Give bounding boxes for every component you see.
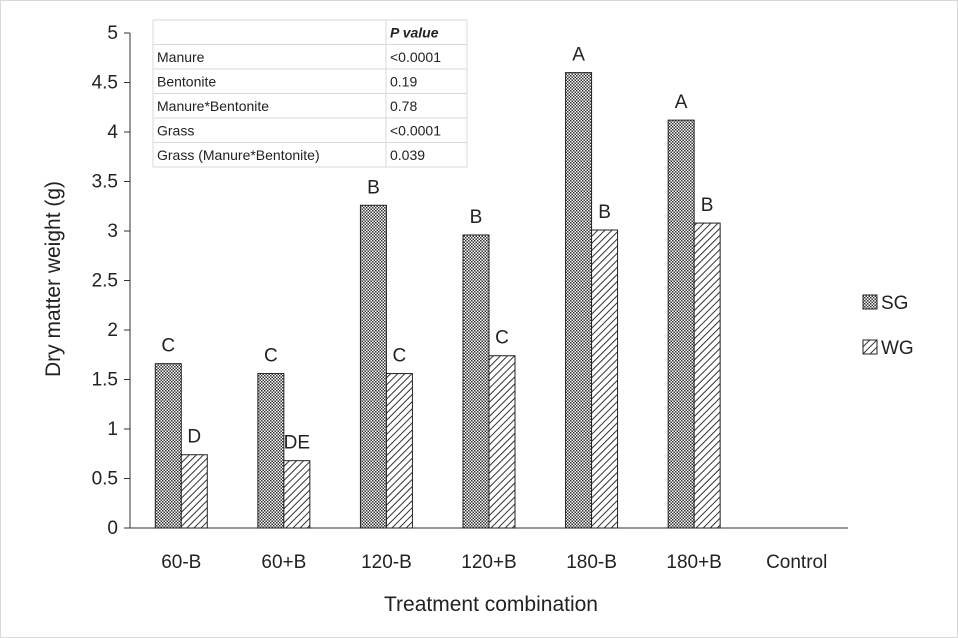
- y-tick-label: 3.5: [92, 172, 118, 193]
- bar-sg-60+B: [257, 373, 285, 529]
- table-factor-cell: Grass: [157, 123, 194, 139]
- table-factor-cell: Bentonite: [157, 74, 216, 90]
- legend-label-wg: WG: [881, 338, 914, 359]
- bar-wg-120+B: [488, 355, 516, 529]
- bar-sg-120-B: [359, 204, 387, 529]
- x-tick-label: 180+B: [666, 552, 721, 573]
- y-tick-label: 1: [107, 419, 118, 440]
- significance-letter: DE: [284, 433, 310, 454]
- table-p-cell: 0.19: [390, 74, 417, 90]
- y-axis-title: Dry matter weight (g): [42, 181, 65, 377]
- bars: [154, 72, 721, 529]
- x-axis-title: Treatment combination: [384, 593, 598, 616]
- x-tick-label: Control: [766, 552, 827, 573]
- significance-letter: A: [675, 92, 688, 113]
- y-tick-label: 2: [107, 320, 118, 341]
- table-header-p-value: P value: [390, 25, 439, 41]
- y-tick-label: 4.5: [92, 73, 118, 94]
- bar-sg-120+B: [462, 234, 490, 529]
- table-factor-cell: Grass (Manure*Bentonite): [157, 147, 320, 163]
- p-value-table: P value Manure <0.0001 Bentonite 0.19 Manure*…: [152, 19, 468, 168]
- bar-wg-60+B: [283, 460, 311, 529]
- bar-wg-120-B: [385, 373, 413, 529]
- x-tick-label: 180-B: [566, 552, 617, 573]
- significance-letter: C: [495, 328, 509, 349]
- significance-letter: C: [161, 336, 175, 357]
- significance-letters: C C B B A A D DE C C B B: [161, 45, 713, 454]
- bar-sg-180-B: [565, 72, 593, 529]
- bar-sg-180+B: [667, 119, 695, 529]
- y-tick-label: 4: [107, 122, 118, 143]
- bar-wg-180+B: [693, 222, 721, 529]
- legend-label-sg: SG: [881, 293, 908, 314]
- y-tick-label: 0: [107, 518, 118, 539]
- y-tick-label: 3: [107, 221, 118, 242]
- significance-letter: B: [367, 177, 380, 198]
- bar-wg-60-B: [180, 454, 208, 529]
- significance-letter: B: [598, 202, 611, 223]
- bar-wg-180-B: [591, 229, 619, 529]
- table-factor-cell: Manure*Bentonite: [157, 98, 269, 114]
- x-tick-label: 60+B: [261, 552, 306, 573]
- axes: 0 0.5 1 1.5 2 2.5 3 3.5 4 4.5 5 60-B 60+B 120-B 120+B 1…: [92, 23, 848, 573]
- legend-swatch-wg: [862, 339, 878, 355]
- significance-letter: C: [393, 346, 407, 367]
- significance-letter: B: [470, 207, 483, 228]
- table-p-cell: <0.0001: [390, 49, 441, 65]
- x-tick-label: 120-B: [361, 552, 412, 573]
- table-p-cell: 0.039: [390, 147, 425, 163]
- bar-sg-60-B: [154, 363, 182, 529]
- legend: SG WG: [862, 293, 914, 359]
- y-tick-label: 2.5: [92, 271, 118, 292]
- legend-swatch-sg: [862, 294, 878, 310]
- table-p-cell: <0.0001: [390, 123, 441, 139]
- y-tick-label: 0.5: [92, 469, 118, 490]
- significance-letter: A: [572, 45, 585, 66]
- y-tick-label: 1.5: [92, 370, 118, 391]
- table-factor-cell: Manure: [157, 49, 205, 65]
- significance-letter: C: [264, 346, 278, 367]
- significance-letter: D: [187, 427, 201, 448]
- table-p-cell: 0.78: [390, 98, 417, 114]
- y-tick-label: 5: [107, 23, 118, 44]
- x-tick-label: 60-B: [161, 552, 201, 573]
- x-tick-label: 120+B: [461, 552, 516, 573]
- significance-letter: B: [701, 195, 714, 216]
